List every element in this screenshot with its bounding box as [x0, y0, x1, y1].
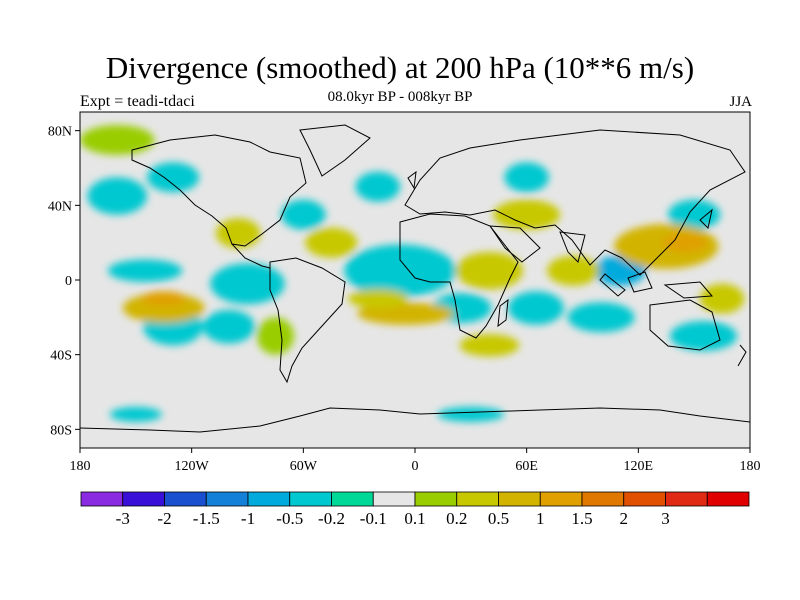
anomaly-region	[107, 259, 183, 282]
coastline-new-zealand	[737, 344, 747, 367]
colorbar-label: 0.1	[404, 509, 425, 528]
anomaly-region	[504, 162, 549, 193]
experiment-label: Expt = teadi-tdaci	[80, 93, 195, 110]
anomaly-region	[281, 199, 326, 230]
colorbar-swatch	[414, 491, 458, 507]
anomaly-layer	[80, 125, 745, 422]
colorbar-label: -0.1	[360, 509, 387, 528]
coastline-australia	[649, 299, 721, 351]
coastline-central-america	[231, 243, 271, 269]
x-tick-label: 0	[412, 459, 419, 474]
anomaly-region	[215, 218, 261, 249]
colorbar-swatch	[331, 491, 374, 507]
coastline-north-america	[131, 134, 307, 247]
colorbar-label: -0.2	[318, 509, 345, 528]
anomaly-region	[669, 321, 737, 351]
anomaly-region	[662, 233, 708, 253]
anomaly-region	[210, 263, 285, 305]
colorbar-swatch	[665, 491, 708, 507]
colorbar-label: 2	[620, 509, 629, 528]
colorbar-label: 0.5	[488, 509, 509, 528]
anomaly-region	[305, 227, 358, 258]
colorbar-swatch	[539, 491, 583, 507]
anomaly-region	[493, 199, 561, 230]
colorbar-label: -1.5	[193, 509, 220, 528]
x-tick-label: 60W	[290, 459, 318, 474]
anomaly-region	[357, 302, 455, 325]
colorbar-label: -2	[157, 509, 171, 528]
coastline-south-america	[269, 257, 346, 384]
colorbar-swatch	[372, 491, 416, 507]
anomaly-region	[348, 289, 408, 308]
coastline-india	[559, 231, 586, 263]
coastline-africa	[399, 213, 519, 339]
colorbar-swatch	[205, 491, 249, 507]
anomaly-region	[147, 162, 200, 193]
anomaly-region	[508, 291, 564, 325]
anomaly-region	[459, 334, 520, 357]
colorbar-label: 1	[536, 509, 545, 528]
colorbar: -3 -2 -1.5 -1 -0.5 -0.2 -0.1 0.1 0.2 0.5 1 1.5 2 3	[80, 491, 750, 528]
coastline-greenland	[299, 124, 371, 177]
anomaly-region	[202, 309, 255, 344]
anomaly-region	[355, 171, 401, 202]
coastline-antarctica	[80, 407, 750, 433]
chart-title: Divergence (smoothed) at 200 hPa (10**6 …	[105, 50, 695, 85]
season-label: JJA	[729, 94, 752, 110]
anomaly-region	[437, 406, 505, 422]
x-tick-label: 180	[740, 459, 761, 474]
coastline-arabia	[489, 225, 541, 263]
y-tick-label: 0	[65, 274, 72, 289]
anomaly-region	[699, 283, 745, 314]
anomaly-region	[668, 199, 721, 230]
y-tick-label: 40N	[48, 199, 72, 214]
coastline-borneo	[627, 271, 653, 293]
chart-subtitle: 08.0kyr BP - 008kyr BP	[327, 89, 473, 105]
coastline-sumatra	[599, 273, 626, 297]
colorbar-label: 1.5	[571, 509, 592, 528]
coastline-layer	[80, 124, 750, 433]
colorbar-label: -3	[116, 509, 130, 528]
coastline-british-isles	[407, 170, 417, 190]
y-tick-label: 80S	[50, 423, 72, 438]
colorbar-swatch	[498, 491, 541, 507]
colorbar-label: -1	[241, 509, 255, 528]
anomaly-region	[109, 406, 162, 422]
x-tick-label: 120E	[624, 459, 654, 474]
anomaly-region	[547, 255, 600, 286]
anomaly-region	[256, 317, 295, 355]
colorbar-swatch	[122, 491, 165, 507]
colorbar-swatch	[706, 491, 750, 507]
colorbar-swatch	[289, 491, 332, 507]
anomaly-region	[80, 125, 155, 155]
coastline-japan	[699, 208, 713, 229]
anomaly-region	[344, 244, 456, 297]
colorbar-swatch	[164, 491, 207, 507]
x-tick-label: 180	[70, 459, 91, 474]
colorbar-swatch	[456, 491, 499, 507]
colorbar-label: 3	[661, 509, 670, 528]
colorbar-label: 0.2	[446, 509, 467, 528]
colorbar-label: -0.5	[276, 509, 303, 528]
coastline-madagascar	[497, 298, 509, 328]
coastline-new-guinea	[663, 281, 714, 299]
anomaly-region	[87, 177, 147, 215]
coastline-eurasia	[404, 129, 746, 276]
axis-layer: 180 120W 60W 0 60E 120E 180 80N 40N 0 40S 80S	[48, 125, 761, 474]
colorbar-swatch	[623, 491, 666, 507]
colorbar-swatch	[581, 491, 625, 507]
y-tick-label: 80N	[48, 125, 72, 140]
colorbar-swatch	[80, 491, 124, 507]
anomaly-region	[567, 302, 635, 333]
y-tick-label: 40S	[50, 349, 72, 364]
x-tick-label: 60E	[515, 459, 538, 474]
anomaly-region	[455, 251, 523, 290]
anomaly-region	[141, 291, 187, 307]
x-tick-label: 120W	[175, 459, 210, 474]
colorbar-swatch	[247, 491, 291, 507]
